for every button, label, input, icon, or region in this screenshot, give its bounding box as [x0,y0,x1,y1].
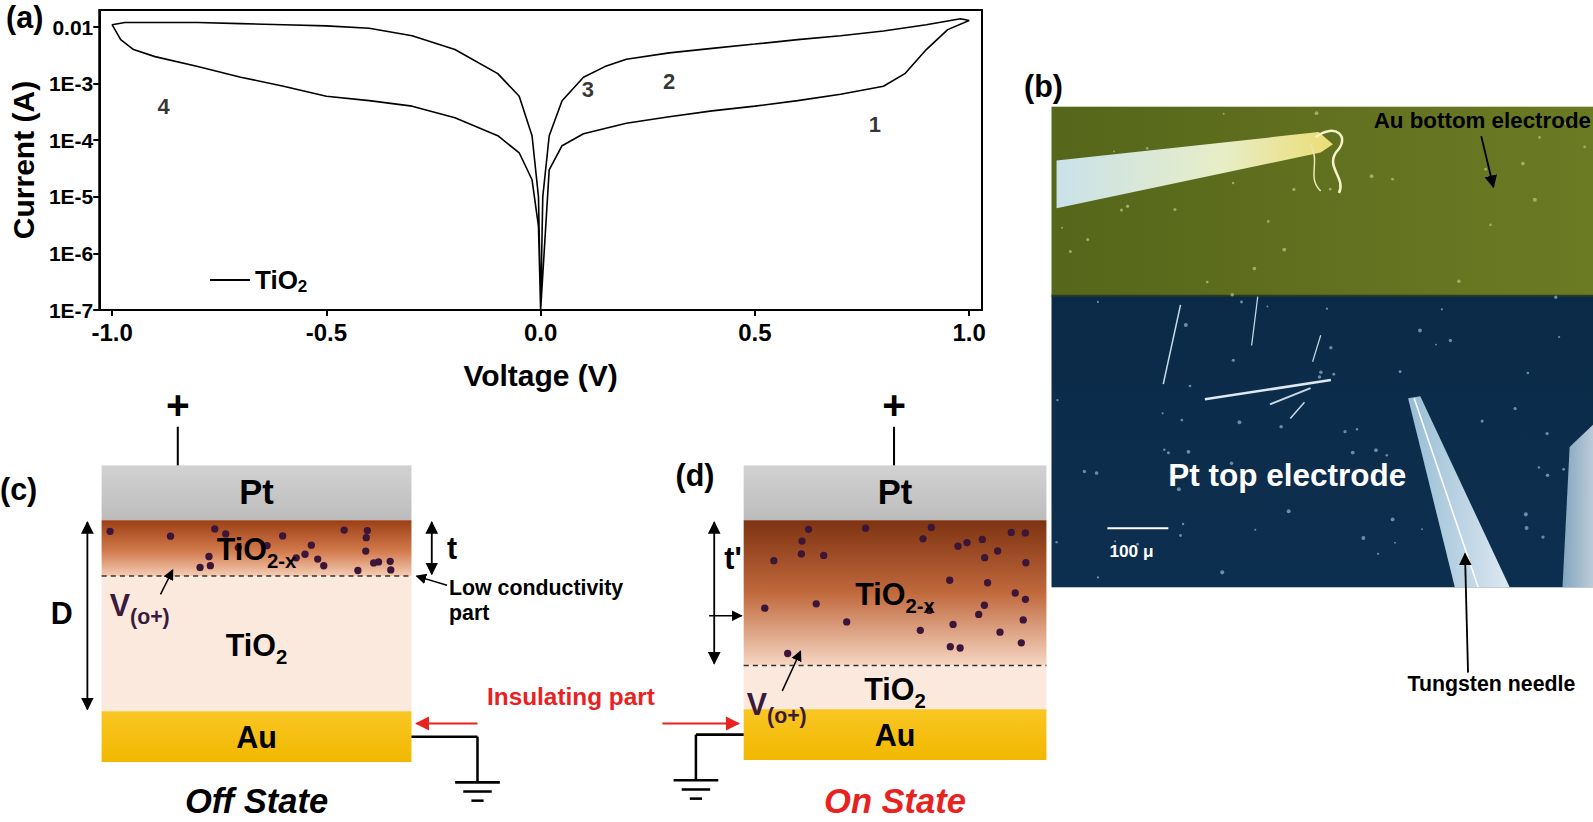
svg-text:Pt top electrode: Pt top electrode [1168,457,1406,493]
svg-text:1.0: 1.0 [952,319,985,346]
svg-text:On State: On State [824,782,966,820]
svg-text:Au: Au [236,720,277,754]
svg-text:t': t' [724,541,741,575]
svg-text:Au bottom electrode: Au bottom electrode [1374,108,1591,133]
svg-text:Low conductivity part: Low conductivity part [449,576,629,624]
svg-text:1E-7: 1E-7 [49,299,93,322]
svg-text:1: 1 [869,112,881,137]
svg-text:Voltage (V): Voltage (V) [463,359,617,392]
svg-text:4: 4 [157,94,170,119]
svg-text:Current (A): Current (A) [7,81,40,239]
svg-text:1E-3: 1E-3 [49,72,93,95]
svg-text:1E-5: 1E-5 [49,185,94,208]
svg-text:Pt: Pt [239,473,274,511]
svg-text:+: + [882,382,906,428]
svg-text:1E-4: 1E-4 [49,129,94,152]
svg-text:D: D [51,596,73,630]
svg-text:100 μ: 100 μ [1109,541,1153,561]
svg-text:Pt: Pt [878,473,913,511]
svg-text:2: 2 [663,69,675,94]
svg-text:(d): (d) [676,458,715,493]
svg-text:V(o+): V(o+) [747,687,807,728]
svg-text:TiO2: TiO2 [864,672,926,712]
svg-text:Insulating part: Insulating part [487,683,655,710]
svg-text:0.5: 0.5 [738,319,771,346]
svg-text:TiO2: TiO2 [226,628,288,668]
svg-text:Au: Au [875,718,916,752]
svg-text:0.01: 0.01 [52,16,93,39]
svg-text:(c): (c) [0,472,37,507]
svg-text:Tungsten needle: Tungsten needle [1407,672,1575,696]
svg-text:-0.5: -0.5 [306,319,347,346]
svg-text:+: + [166,382,190,428]
svg-text:Off State: Off State [185,782,328,820]
svg-text:V(o+): V(o+) [109,587,170,629]
svg-text:TiO2-x: TiO2-x [217,532,297,572]
svg-text:TiO2-x: TiO2-x [855,577,935,617]
svg-text:(b): (b) [1024,69,1063,104]
svg-text:TiO: TiO [255,265,298,295]
svg-text:1E-6: 1E-6 [49,242,93,265]
svg-text:t: t [447,531,457,565]
svg-text:-1.0: -1.0 [91,319,132,346]
svg-text:3: 3 [582,77,594,102]
svg-text:(a): (a) [6,0,43,35]
svg-text:2: 2 [298,277,307,296]
svg-text:0.0: 0.0 [524,319,557,346]
